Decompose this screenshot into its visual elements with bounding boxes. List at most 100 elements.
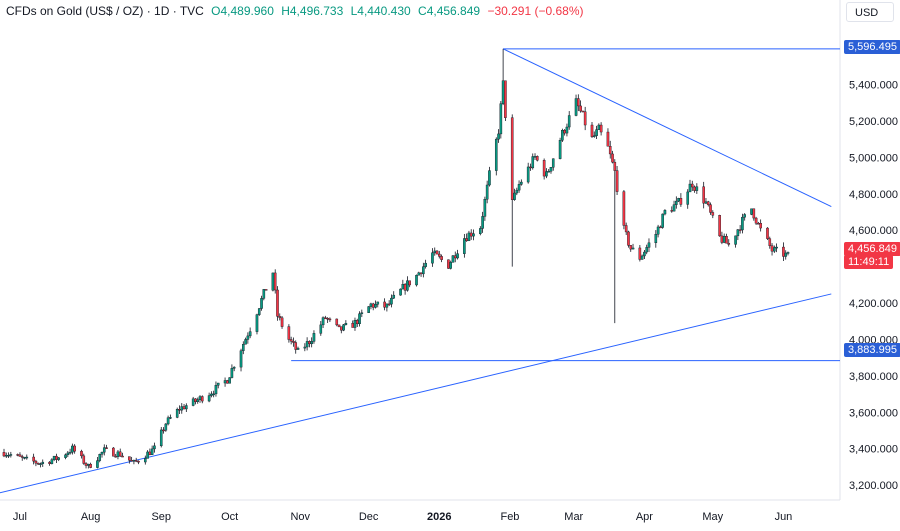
price-tick-label: 4,200.000 [849, 298, 898, 310]
candle [727, 239, 731, 247]
candle [433, 247, 437, 256]
trendline[interactable] [0, 293, 832, 495]
candle [463, 233, 466, 258]
candle [36, 462, 40, 466]
candle [611, 150, 614, 164]
candle [529, 163, 532, 171]
candle [424, 259, 427, 269]
candle [722, 233, 726, 244]
candle [312, 330, 316, 344]
candle [581, 110, 585, 113]
candle [392, 291, 396, 299]
candle [100, 451, 104, 458]
time-tick-label: Dec [359, 511, 379, 523]
candle [180, 403, 184, 414]
candle [342, 323, 345, 332]
candle [4, 452, 8, 458]
high-value: H4,496.733 [281, 4, 344, 18]
candle [533, 153, 537, 161]
candle [563, 129, 566, 136]
candle [536, 155, 539, 162]
candle [567, 111, 571, 130]
time-tick-label: Jun [775, 511, 793, 523]
candle [750, 208, 753, 216]
candle [34, 459, 38, 467]
candle [615, 166, 619, 196]
candle [711, 210, 715, 219]
candle [367, 306, 370, 313]
candle [374, 300, 377, 309]
candle [130, 456, 133, 462]
candle [371, 302, 375, 311]
candle [629, 245, 633, 252]
time-tick-label: May [702, 511, 723, 523]
candle [547, 169, 550, 173]
change-value: −30.291 (−0.68%) [487, 4, 584, 18]
symbol-title[interactable]: CFDs on Gold (US$ / OZ) · 1D · TVC [6, 4, 204, 18]
trendline[interactable] [502, 48, 832, 208]
candle [257, 308, 261, 316]
candle [260, 295, 263, 311]
candle [770, 243, 774, 256]
candle [415, 274, 418, 287]
low-level-tag: 3,883.995 [844, 343, 900, 357]
candle [613, 159, 617, 324]
candle [324, 315, 327, 320]
price-tick-label: 5,400.000 [849, 80, 898, 92]
candle [469, 229, 473, 240]
candle [504, 80, 507, 121]
candle [561, 128, 564, 142]
candle [640, 254, 644, 260]
candle [214, 381, 218, 397]
candle [768, 236, 772, 249]
candle [305, 337, 309, 351]
candle [435, 250, 439, 255]
candle [549, 166, 553, 174]
candle [178, 405, 181, 415]
candle [118, 448, 122, 457]
candle [68, 448, 72, 455]
candle [340, 326, 343, 334]
candle [226, 379, 229, 384]
time-tick-label: Sep [151, 511, 171, 523]
candle [738, 225, 742, 234]
candle [517, 180, 521, 193]
candle [164, 423, 168, 432]
candle [148, 448, 152, 456]
high-level-tag: 5,596.495 [844, 40, 900, 54]
candle [472, 229, 475, 241]
candle [741, 213, 744, 234]
low-value: L4,440.430 [350, 4, 411, 18]
candle [497, 129, 500, 143]
candle [80, 449, 83, 459]
price-tick-label: 3,400.000 [849, 444, 898, 456]
candle [337, 324, 341, 328]
candle [599, 122, 603, 136]
candle [631, 243, 635, 250]
candle [210, 391, 213, 398]
candle [590, 121, 594, 139]
candle [55, 453, 58, 463]
candle [743, 213, 746, 221]
candle [232, 366, 236, 372]
candle [754, 216, 758, 226]
candle [358, 311, 361, 327]
candle [228, 377, 231, 384]
candle [87, 463, 90, 469]
candle [360, 309, 364, 318]
candle [515, 187, 519, 196]
candle [96, 456, 99, 469]
candle [198, 395, 202, 403]
candle [246, 332, 250, 344]
candle [308, 340, 311, 348]
candle [166, 415, 170, 426]
candle [121, 452, 124, 458]
currency-button[interactable]: USD [846, 2, 894, 22]
candle [239, 348, 243, 372]
candle [390, 294, 393, 308]
candle [20, 454, 24, 461]
candle [622, 190, 626, 230]
candle [273, 269, 277, 294]
